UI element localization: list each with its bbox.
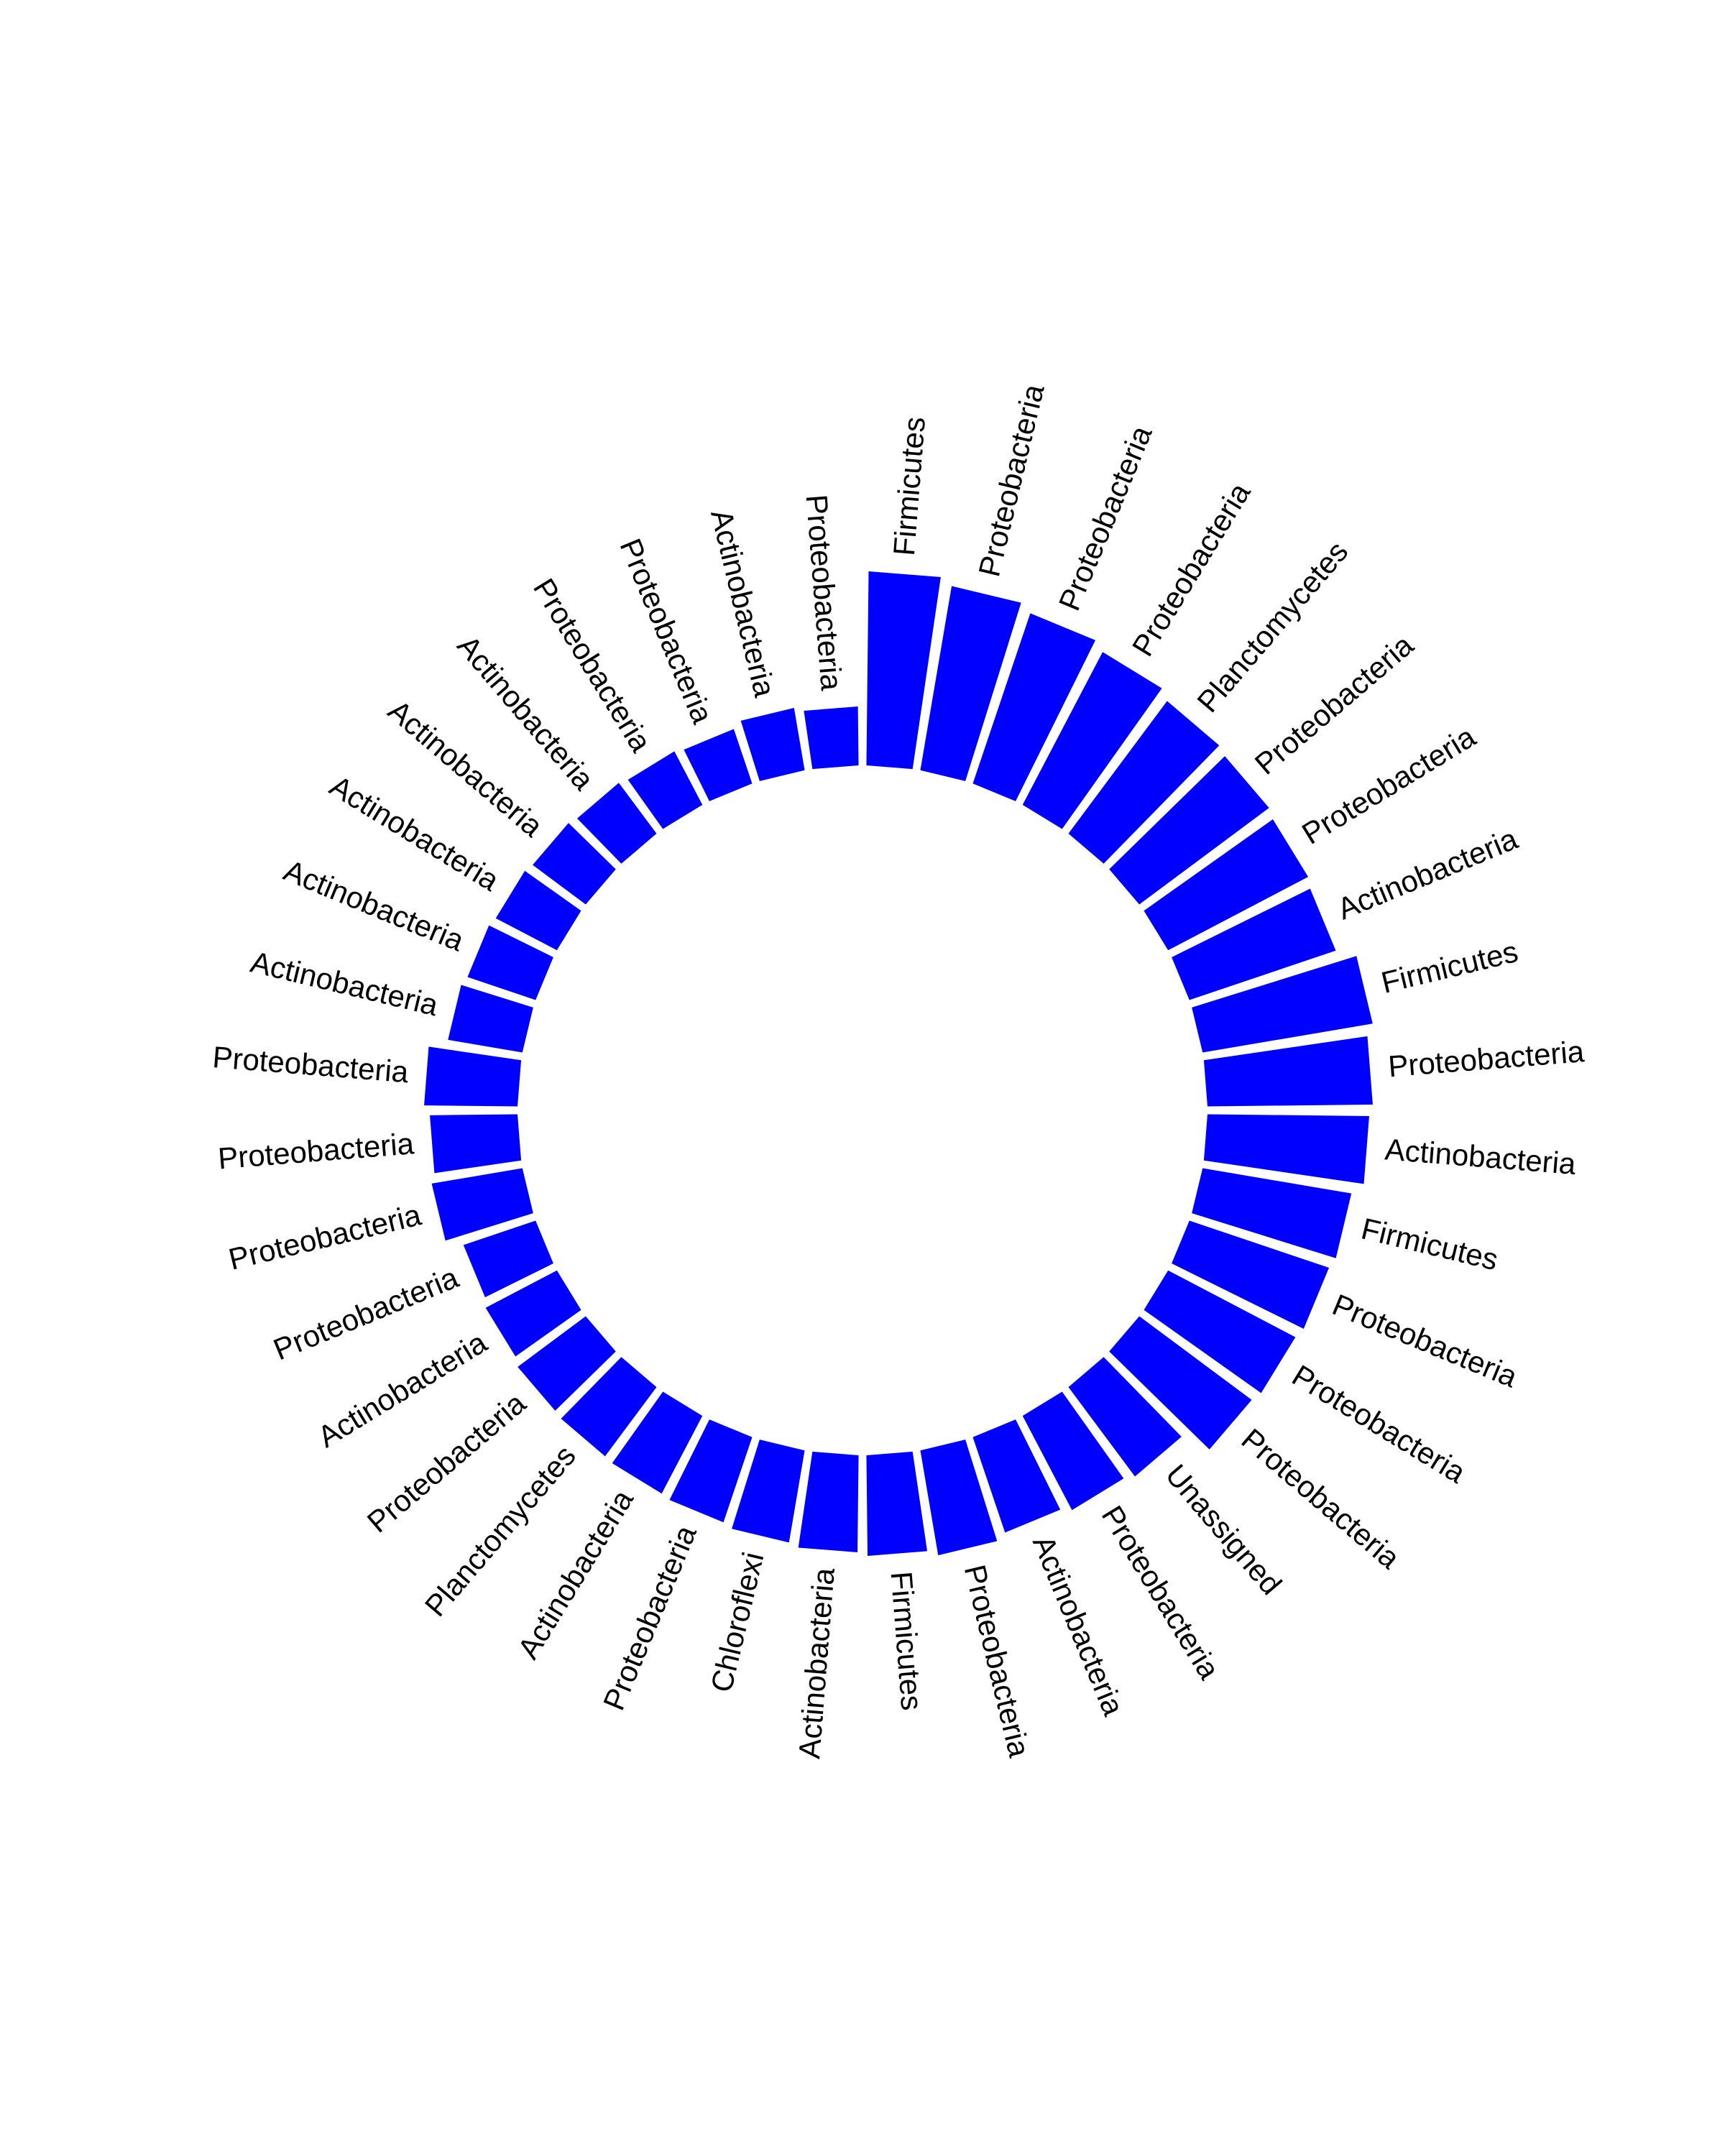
bar-24 — [612, 1391, 703, 1494]
bar-19 — [920, 1439, 998, 1556]
bar-label-10: Proteobacteria — [1387, 1034, 1586, 1083]
bar-15 — [1109, 1316, 1252, 1450]
bar-23 — [669, 1419, 753, 1523]
bar-14 — [1144, 1270, 1296, 1393]
bar-30 — [430, 1114, 522, 1174]
bar-label-9: Firmicutes — [1378, 934, 1521, 1000]
bar-label-3: Proteobacteria — [1052, 420, 1159, 615]
bar-label-1: Firmicutes — [887, 415, 932, 557]
bar-label-18: Actinobacteria — [1026, 1531, 1131, 1720]
bar-label-19: Proteobacteria — [958, 1562, 1037, 1761]
bar-37 — [627, 751, 703, 829]
bar-label-29: Proteobacteria — [226, 1197, 425, 1276]
bar-label-2: Proteobacteria — [972, 381, 1051, 580]
bar-40 — [804, 706, 859, 770]
bar-27 — [485, 1270, 581, 1357]
bar-16 — [1068, 1357, 1182, 1477]
bar-label-23: Proteobacteria — [597, 1520, 703, 1715]
bar-35 — [533, 823, 616, 905]
bar-33 — [467, 925, 553, 1000]
bar-label-13: Proteobacteria — [1328, 1287, 1522, 1393]
bar-label-16: Unassigned — [1159, 1458, 1289, 1601]
bar-1 — [866, 571, 941, 770]
bar-21 — [798, 1451, 859, 1552]
bar-36 — [576, 783, 657, 864]
bar-label-4: Proteobacteria — [1126, 476, 1257, 662]
bar-28 — [463, 1220, 553, 1298]
bar-label-11: Actinobacteria — [1384, 1132, 1578, 1181]
bar-label-12: Firmicutes — [1358, 1212, 1501, 1277]
bar-label-21: Actinobacteria — [792, 1566, 841, 1760]
bar-11 — [1203, 1114, 1369, 1184]
bar-38 — [684, 729, 753, 801]
bar-20 — [866, 1451, 928, 1556]
bar-2 — [920, 586, 1021, 781]
bar-25 — [561, 1357, 657, 1457]
bar-label-20: Firmicutes — [884, 1570, 929, 1712]
bar-26 — [518, 1316, 616, 1411]
bar-4 — [1022, 652, 1162, 829]
bar-10 — [1203, 1036, 1373, 1107]
bar-3 — [972, 613, 1096, 801]
bar-9 — [1192, 956, 1373, 1053]
bar-label-40: Proteobacteria — [800, 493, 849, 692]
bar-7 — [1144, 819, 1309, 951]
bar-12 — [1192, 1168, 1352, 1258]
bar-13 — [1172, 1220, 1330, 1330]
bar-17 — [1022, 1391, 1124, 1511]
bar-label-31: Proteobacteria — [211, 1040, 410, 1089]
bar-label-22: Chloroflexi — [704, 1549, 770, 1695]
bar-8 — [1172, 888, 1336, 1000]
bars-layer — [424, 571, 1373, 1556]
bar-5 — [1068, 701, 1220, 864]
bar-31 — [424, 1046, 522, 1107]
bar-6 — [1109, 756, 1269, 905]
bar-18 — [972, 1419, 1061, 1533]
bar-label-30: Proteobacteria — [216, 1126, 415, 1175]
bar-39 — [740, 708, 805, 781]
bar-label-32: Actinobacteria — [247, 945, 441, 1023]
bar-34 — [495, 870, 581, 951]
bar-32 — [448, 985, 533, 1053]
bar-22 — [732, 1439, 805, 1543]
bar-29 — [431, 1168, 533, 1241]
bar-label-39: Actinobacteria — [704, 506, 782, 700]
bar-label-7: Proteobacteria — [1296, 719, 1481, 851]
bar-label-8: Actinobacteria — [1333, 821, 1522, 926]
